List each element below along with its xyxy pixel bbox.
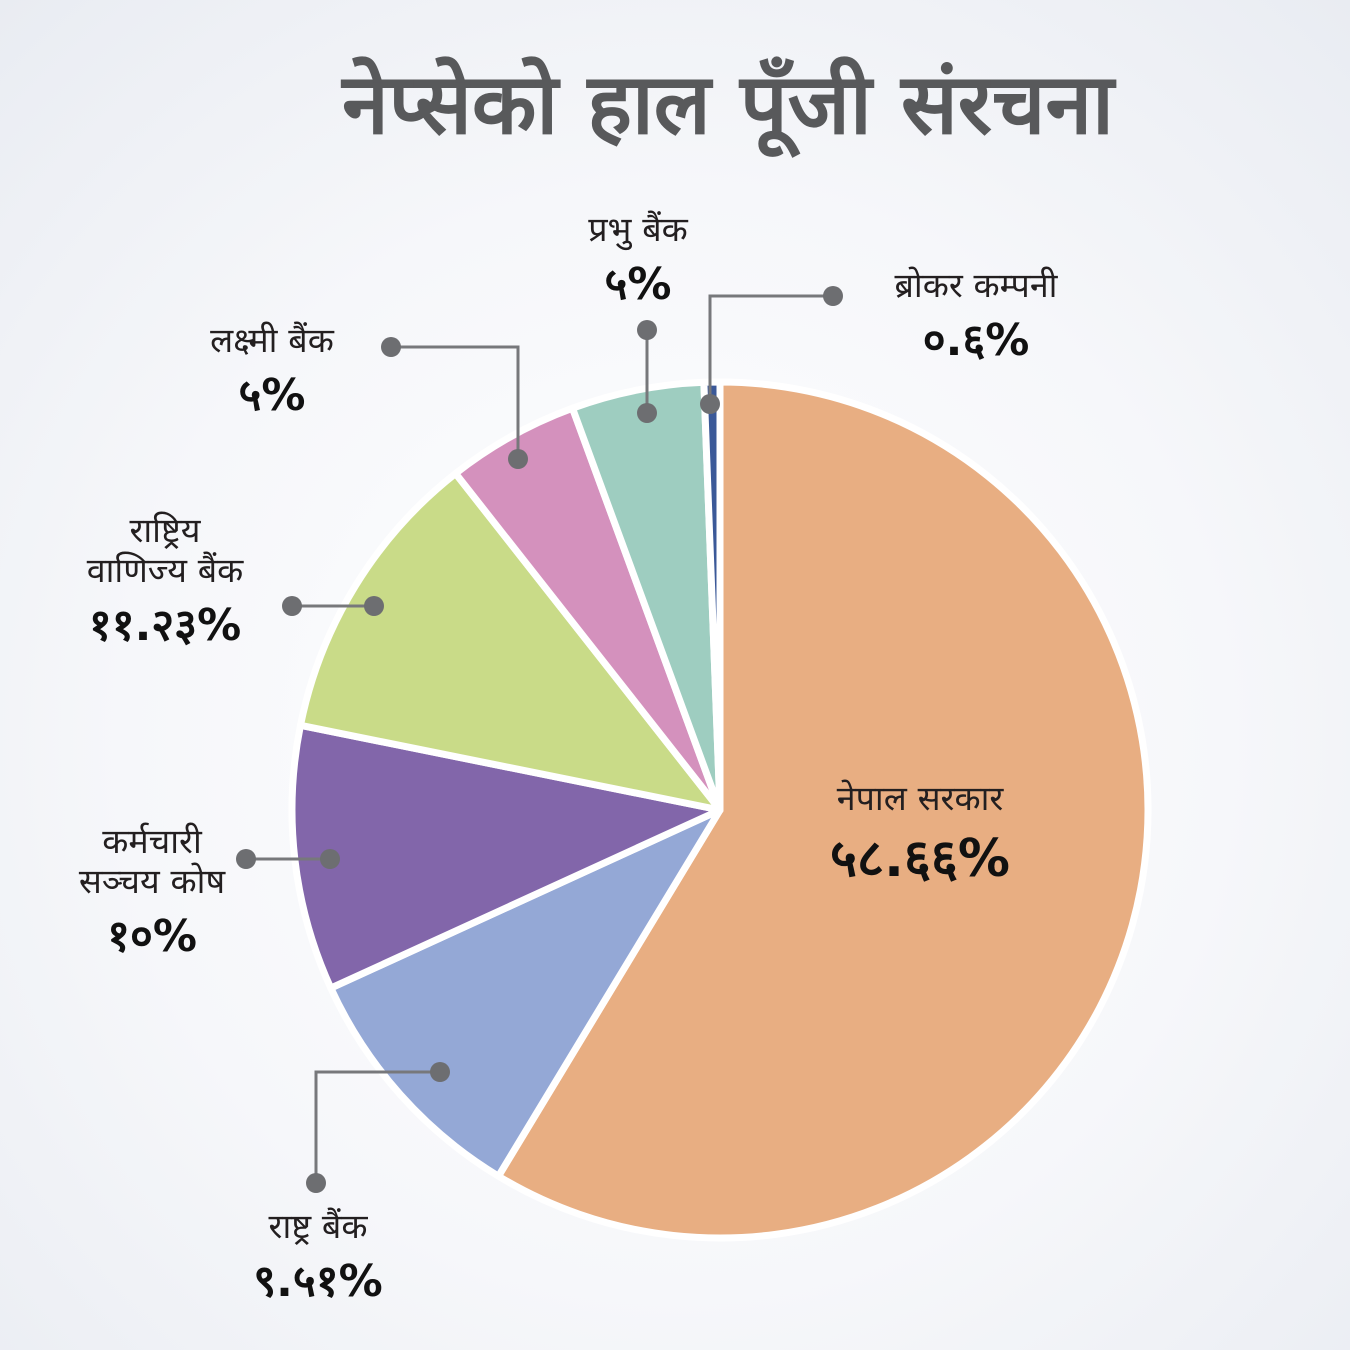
slice-name-3-line-2: सञ्चय कोष <box>79 862 227 902</box>
slice-name-4-line-1: राष्ट्रिय <box>129 511 201 551</box>
leader-line-5 <box>391 345 520 459</box>
slice-label-5: लक्ष्मी बैंक ५% <box>210 321 528 469</box>
slice-name-2: राष्ट्र बैंक <box>269 1207 369 1247</box>
pie-slice-4 <box>296 469 724 814</box>
leader-dot-4-2 <box>364 596 384 616</box>
leader-dot-3-2 <box>320 849 340 869</box>
slice-value-6: ५% <box>605 259 672 310</box>
slice-value-5: ५% <box>239 370 306 421</box>
leader-line-2 <box>314 1070 440 1183</box>
slice-value-3: १०% <box>107 911 197 962</box>
pie-slice-7 <box>700 378 724 814</box>
slice-label-7: ब्रोकर कम्पनी ०.६% <box>700 266 1059 414</box>
slice-value-4: ११.२३% <box>89 600 241 651</box>
slice-name-4-line-2: वाणिज्य बैंक <box>87 551 244 591</box>
slice-value-2: ९.५१% <box>253 1256 382 1307</box>
leader-line-7 <box>708 294 833 404</box>
slice-label-2: राष्ट्र बैंक ९.५१% <box>253 1062 450 1307</box>
leader-dot-2-2 <box>306 1173 326 1193</box>
pie-labels: नेपाल सरकार ५८.६६% राष्ट्र बैंक ९.५१% कर्मचा… <box>79 210 1059 1307</box>
slice-value-1: ५८.६६% <box>830 829 1010 889</box>
slice-name-6: प्रभु बैंक <box>588 210 688 251</box>
pie-slice-2 <box>327 806 724 1180</box>
slice-label-3: कर्मचारीसञ्चय कोष १०% <box>79 822 340 962</box>
slice-name-3-line-1: कर्मचारी <box>102 822 203 862</box>
slice-name-7: ब्रोकर कम्पनी <box>895 266 1059 306</box>
pie-slice-1 <box>494 378 1152 1242</box>
leader-dot-6-1 <box>637 320 657 340</box>
pie-slices <box>288 378 1152 1242</box>
leader-dot-3-1 <box>236 849 256 869</box>
leader-dot-4-1 <box>282 596 302 616</box>
leader-dot-2-1 <box>430 1062 450 1082</box>
slice-label-4: राष्ट्रियवाणिज्य बैंक ११.२३% <box>87 511 384 651</box>
slice-name-5: लक्ष्मी बैंक <box>210 321 335 361</box>
slice-label-1: नेपाल सरकार ५८.६६% <box>830 779 1010 889</box>
slice-value-7: ०.६% <box>923 315 1030 366</box>
leader-dot-7-2 <box>823 286 843 306</box>
leader-dot-5-2 <box>508 449 528 469</box>
leader-dot-5-1 <box>381 337 401 357</box>
leader-dot-6-2 <box>637 403 657 423</box>
slice-name-1: नेपाल सरकार <box>837 779 1005 819</box>
leader-dot-7-1 <box>700 394 720 414</box>
chart-title: नेप्सेको हाल पूँजी संरचना <box>340 55 1117 158</box>
slice-label-6: प्रभु बैंक ५% <box>588 210 689 423</box>
